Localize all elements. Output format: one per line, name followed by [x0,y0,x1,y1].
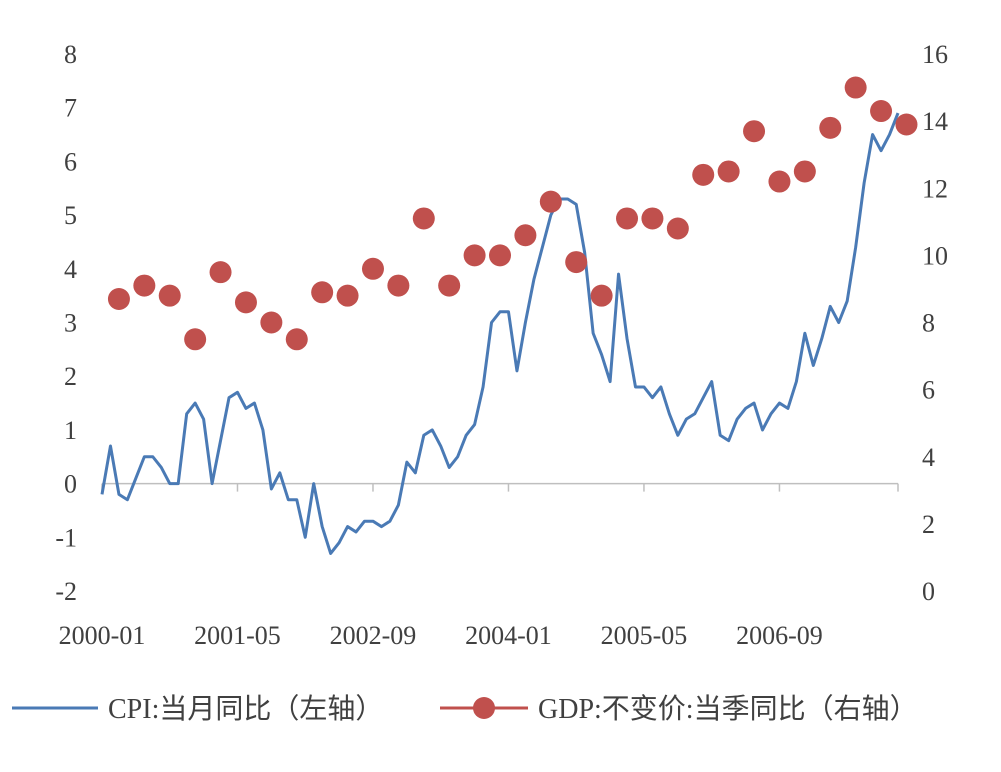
gdp-point [616,207,639,230]
chart-legend: CPI:当月同比（左轴） GDP:不变价:当季同比（右轴） [12,693,918,725]
left-y-axis: -2 -1 0 1 2 3 4 5 6 7 8 [55,40,77,606]
gdp-point [260,311,283,334]
gdp-point [539,190,562,213]
gdp-point [387,274,410,297]
x-axis-tick-label: 2006-09 [736,621,823,650]
gdp-point [133,274,156,297]
gdp-point [107,288,130,311]
gdp-point [463,244,486,267]
gdp-point [717,160,740,183]
gdp-point [412,207,435,230]
right-axis-tick-label: 12 [922,174,948,203]
gdp-point [641,207,664,230]
gdp-point [158,284,181,307]
gdp-point [895,113,918,136]
right-axis-tick-label: 8 [922,309,935,338]
right-axis-tick-label: 6 [922,376,935,405]
legend-gdp-label: GDP:不变价:当季同比（右轴） [538,693,918,725]
right-axis-tick-label: 2 [922,510,935,539]
legend-cpi-label: CPI:当月同比（左轴） [108,693,383,725]
gdp-point [590,284,613,307]
left-axis-tick-label: 5 [64,201,77,230]
gdp-point [184,328,207,351]
gdp-point [438,274,461,297]
gdp-point [844,76,867,99]
x-axis: 2000-01 2001-05 2002-09 2004-01 2005-05 2006-… [59,482,899,650]
gdp-point [819,116,842,139]
gdp-point [793,160,816,183]
left-axis-tick-label: 0 [64,470,77,499]
legend-gdp-marker [473,697,495,719]
right-axis-tick-label: 4 [922,443,935,472]
gdp-point [870,100,893,123]
gdp-point [565,251,588,274]
left-axis-tick-label: 6 [64,147,77,176]
right-axis-tick-label: 10 [922,241,948,270]
gdp-point [666,217,689,240]
cpi-line [100,112,900,555]
left-axis-tick-label: -1 [55,523,77,552]
gdp-point [514,224,537,247]
gdp-point [743,120,766,143]
right-axis-tick-label: 14 [922,107,948,136]
gdp-point [361,257,384,280]
x-axis-tick-label: 2005-05 [601,621,688,650]
left-axis-tick-label: 1 [64,416,77,445]
cpi-series [100,112,900,555]
gdp-point [285,328,308,351]
gdp-point [209,261,232,284]
x-axis-tick-label: 2004-01 [465,621,552,650]
x-axis-tick-label: 2000-01 [59,621,146,650]
gdp-point [489,244,511,267]
left-axis-tick-label: 2 [64,362,77,391]
gdp-point [768,170,791,193]
x-axis-tick-label: 2002-09 [330,621,417,650]
gdp-series [107,76,918,351]
x-axis-tick-label: 2001-05 [194,621,281,650]
left-axis-tick-label: 4 [64,255,77,284]
left-axis-tick-label: 7 [64,94,77,123]
right-axis-tick-label: 0 [922,577,935,606]
left-axis-tick-label: 8 [64,40,77,69]
left-axis-tick-label: -2 [55,577,77,606]
gdp-point [311,281,334,304]
gdp-point [234,291,257,314]
gdp-point [336,284,359,307]
right-axis-tick-label: 16 [922,40,948,69]
gdp-point [692,163,715,186]
right-y-axis: 0 2 4 6 8 10 12 14 16 [922,40,948,606]
left-axis-tick-label: 3 [64,309,77,338]
